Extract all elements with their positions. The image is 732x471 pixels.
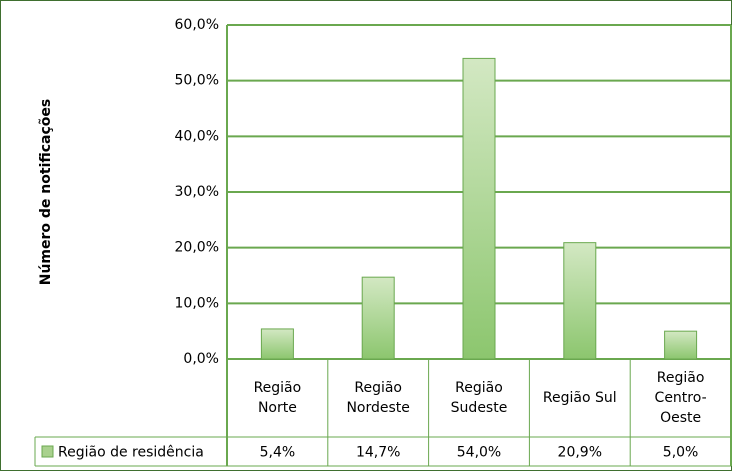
data-label: 20,9% xyxy=(558,445,602,461)
data-label: 5,0% xyxy=(663,445,699,461)
y-tick-label: 50,0% xyxy=(175,73,219,89)
legend-label: Região de residência xyxy=(58,445,204,461)
y-axis-title: Número de notificações xyxy=(38,99,54,286)
y-tick-label: 60,0% xyxy=(175,17,219,33)
bar xyxy=(361,276,395,360)
data-label: 5,4% xyxy=(260,445,296,461)
y-tick-label: 10,0% xyxy=(175,295,219,311)
category-label: Região Norte xyxy=(253,380,302,416)
legend-swatch xyxy=(41,445,54,458)
bar xyxy=(462,57,496,360)
data-label: 54,0% xyxy=(457,445,501,461)
bar xyxy=(563,242,597,360)
category-label: Região Nordeste xyxy=(346,380,410,416)
data-label: 14,7% xyxy=(356,445,400,461)
bar xyxy=(664,330,698,360)
bar xyxy=(260,328,294,360)
y-tick-label: 30,0% xyxy=(175,184,219,200)
category-label: Região Sul xyxy=(542,390,617,406)
y-tick-label: 40,0% xyxy=(175,128,219,144)
y-tick-label: 20,0% xyxy=(175,240,219,256)
category-label: Região Sudeste xyxy=(450,380,508,416)
category-label: Região Centro-Oeste xyxy=(654,370,707,426)
y-tick-label: 0,0% xyxy=(183,351,219,367)
